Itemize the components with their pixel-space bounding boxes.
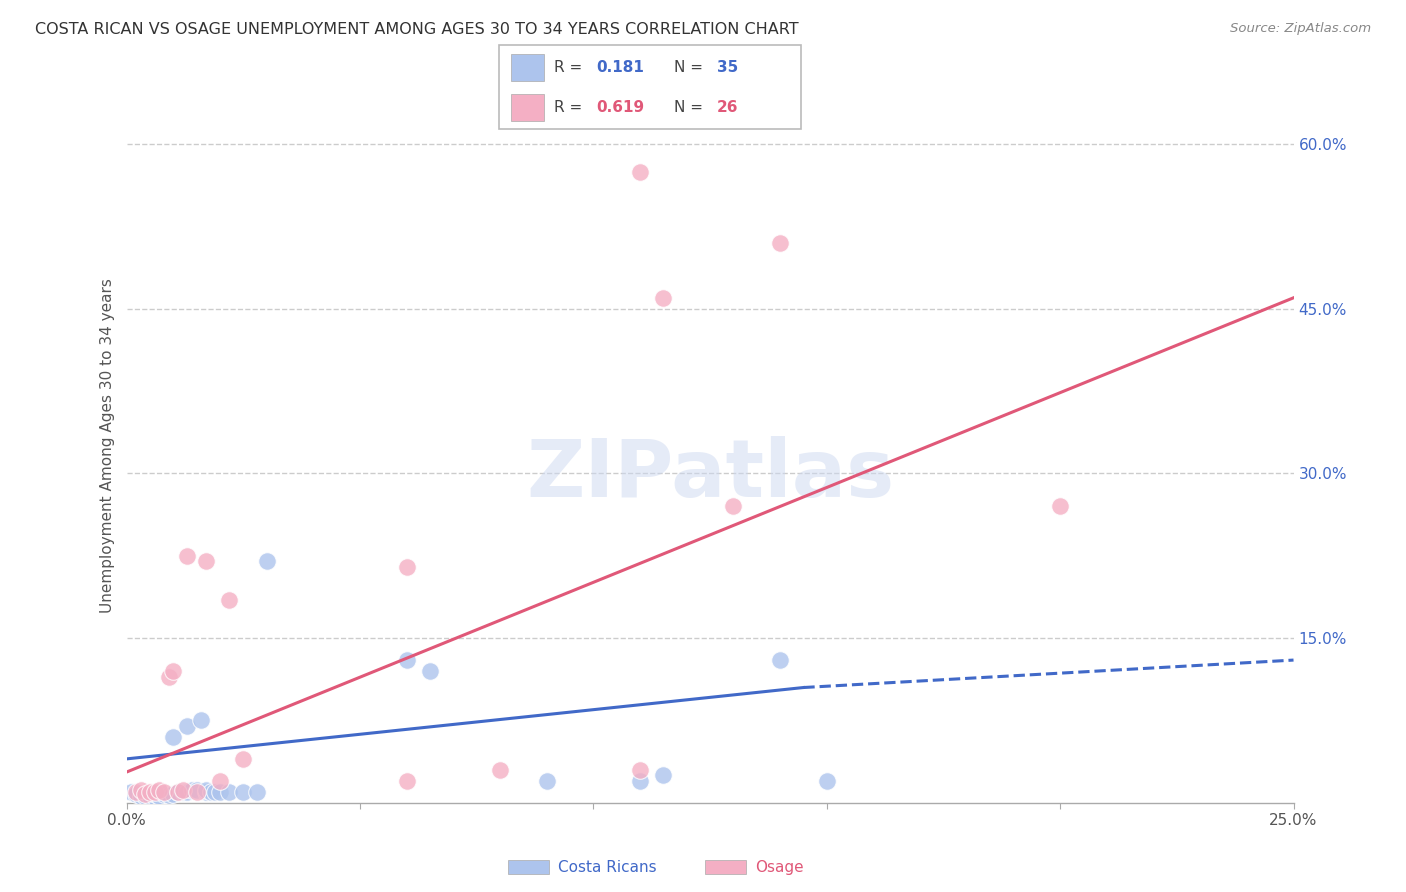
Point: [157, 669, 180, 683]
Point: [218, 592, 240, 607]
Text: 0.619: 0.619: [596, 100, 644, 115]
Point: [143, 785, 166, 799]
Point: [190, 714, 212, 728]
Text: Osage: Osage: [755, 860, 804, 874]
Text: N =: N =: [675, 60, 709, 75]
Point: [628, 773, 651, 788]
Point: [180, 782, 202, 797]
Point: [134, 789, 156, 804]
Point: [129, 789, 152, 804]
Point: [153, 785, 176, 799]
Point: [176, 549, 198, 563]
Point: [194, 554, 217, 568]
Text: R =: R =: [554, 60, 586, 75]
Point: [395, 773, 418, 788]
Point: [256, 554, 278, 568]
Point: [815, 773, 838, 788]
Point: [148, 789, 170, 804]
Point: [176, 785, 198, 799]
Text: Costa Ricans: Costa Ricans: [558, 860, 657, 874]
Point: [489, 763, 512, 777]
Point: [153, 787, 176, 801]
Bar: [509, 860, 548, 874]
Point: [232, 785, 254, 799]
Text: 26: 26: [717, 100, 738, 115]
Point: [204, 785, 226, 799]
Bar: [706, 860, 745, 874]
Point: [395, 559, 418, 574]
Point: [723, 500, 745, 514]
Text: 35: 35: [717, 60, 738, 75]
Point: [769, 235, 792, 250]
Point: [148, 782, 170, 797]
Bar: [512, 94, 544, 120]
Point: [120, 785, 142, 799]
Point: [1049, 500, 1071, 514]
Point: [134, 787, 156, 801]
Point: [194, 782, 217, 797]
Point: [139, 789, 162, 804]
Point: [157, 788, 180, 802]
Point: [125, 785, 148, 799]
Text: 0.181: 0.181: [596, 60, 644, 75]
Point: [129, 782, 152, 797]
Point: [172, 782, 194, 797]
Text: N =: N =: [675, 100, 709, 115]
Text: ZIPatlas: ZIPatlas: [526, 435, 894, 514]
Point: [139, 785, 162, 799]
Y-axis label: Unemployment Among Ages 30 to 34 years: Unemployment Among Ages 30 to 34 years: [100, 278, 115, 614]
Point: [162, 664, 184, 678]
Text: R =: R =: [554, 100, 586, 115]
Point: [200, 785, 222, 799]
Point: [125, 787, 148, 801]
Point: [208, 785, 231, 799]
Point: [652, 768, 675, 782]
Point: [246, 785, 269, 799]
Point: [194, 785, 217, 799]
Point: [419, 664, 441, 678]
Point: [536, 773, 558, 788]
Point: [218, 785, 240, 799]
Point: [176, 719, 198, 733]
Text: Source: ZipAtlas.com: Source: ZipAtlas.com: [1230, 22, 1371, 36]
Point: [172, 785, 194, 799]
Point: [769, 653, 792, 667]
Point: [162, 787, 184, 801]
Point: [186, 782, 208, 797]
Bar: [512, 54, 544, 81]
Point: [167, 785, 190, 799]
Text: COSTA RICAN VS OSAGE UNEMPLOYMENT AMONG AGES 30 TO 34 YEARS CORRELATION CHART: COSTA RICAN VS OSAGE UNEMPLOYMENT AMONG …: [35, 22, 799, 37]
Point: [232, 752, 254, 766]
Point: [628, 164, 651, 178]
Point: [208, 773, 231, 788]
Point: [628, 763, 651, 777]
Point: [186, 785, 208, 799]
Point: [167, 785, 190, 799]
Point: [395, 653, 418, 667]
Point: [143, 787, 166, 801]
Point: [162, 730, 184, 744]
Point: [143, 790, 166, 805]
Point: [652, 291, 675, 305]
